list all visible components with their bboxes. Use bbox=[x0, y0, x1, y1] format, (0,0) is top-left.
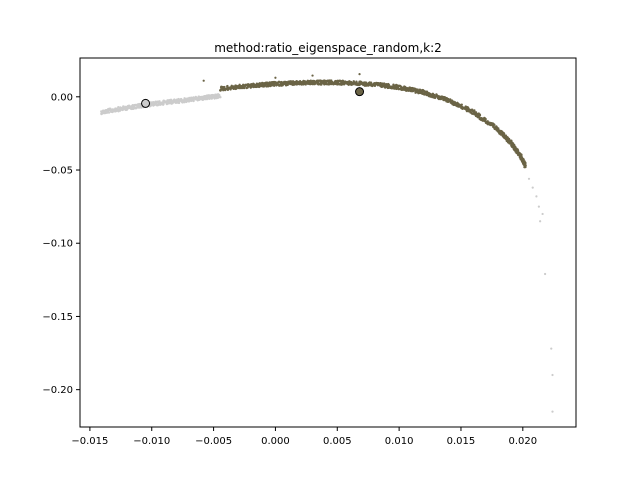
x-tick-label: 0.000 bbox=[261, 436, 290, 447]
data-point bbox=[551, 410, 554, 413]
data-point bbox=[460, 103, 463, 106]
data-point bbox=[539, 220, 542, 223]
data-point bbox=[531, 186, 534, 189]
data-point bbox=[162, 102, 165, 106]
data-point bbox=[380, 85, 384, 88]
x-tick-label: 0.010 bbox=[385, 436, 414, 447]
plot-frame bbox=[79, 57, 577, 428]
data-point bbox=[399, 85, 403, 88]
data-point bbox=[541, 212, 544, 216]
data-point bbox=[524, 164, 527, 167]
data-point bbox=[433, 96, 437, 100]
points-layer bbox=[100, 73, 554, 413]
data-point bbox=[396, 86, 400, 90]
x-axis: −0.015 −0.010 −0.005 0.000 0.005 0.010 0.015 0.… bbox=[71, 427, 537, 447]
data-point bbox=[453, 101, 457, 104]
data-point bbox=[358, 73, 361, 76]
x-tick-label: 0.020 bbox=[508, 436, 537, 447]
x-tick-label: −0.005 bbox=[195, 436, 232, 447]
data-point bbox=[550, 347, 553, 350]
chart-title: method:ratio_eigenspace_random,k:2 bbox=[214, 41, 442, 55]
data-point bbox=[473, 109, 476, 112]
data-point bbox=[478, 114, 482, 117]
data-point bbox=[454, 103, 457, 107]
data-point bbox=[202, 79, 205, 82]
data-point bbox=[241, 83, 245, 87]
y-axis: 0.00 −0.05 −0.10 −0.15 −0.20 bbox=[42, 92, 80, 396]
data-point bbox=[537, 205, 540, 208]
data-point bbox=[121, 108, 124, 112]
highlighted-point-1 bbox=[141, 98, 151, 108]
x-tick-label: −0.010 bbox=[133, 436, 170, 447]
y-tick-label: −0.05 bbox=[42, 166, 73, 177]
data-point bbox=[107, 111, 111, 114]
data-point bbox=[117, 106, 120, 109]
x-tick-label: −0.015 bbox=[71, 436, 108, 447]
data-point bbox=[361, 81, 365, 85]
data-point bbox=[414, 87, 417, 91]
data-point bbox=[263, 85, 266, 88]
data-point bbox=[272, 84, 276, 87]
data-point bbox=[219, 96, 222, 99]
data-point bbox=[475, 113, 479, 117]
data-point bbox=[543, 272, 547, 276]
data-point bbox=[192, 99, 195, 103]
data-point bbox=[311, 74, 314, 77]
x-tick-label: 0.015 bbox=[447, 436, 476, 447]
highlight-layer bbox=[141, 87, 365, 108]
data-point bbox=[524, 162, 527, 165]
data-point bbox=[341, 80, 345, 83]
data-point bbox=[218, 93, 221, 97]
x-tick-label: 0.005 bbox=[323, 436, 352, 447]
data-point bbox=[226, 84, 229, 88]
data-point bbox=[484, 118, 487, 121]
data-point bbox=[535, 195, 538, 198]
data-point bbox=[169, 99, 173, 102]
data-point bbox=[314, 82, 317, 85]
data-point bbox=[551, 373, 554, 377]
data-point bbox=[115, 107, 118, 110]
data-point bbox=[250, 83, 253, 86]
highlighted-point-2 bbox=[355, 87, 365, 97]
data-point bbox=[194, 95, 198, 99]
y-tick-label: −0.15 bbox=[42, 312, 73, 323]
data-point bbox=[432, 94, 436, 97]
y-tick-label: −0.20 bbox=[42, 385, 73, 396]
data-point bbox=[212, 94, 215, 97]
series-1 bbox=[100, 93, 554, 413]
data-point bbox=[274, 76, 277, 79]
y-tick-label: −0.10 bbox=[42, 239, 73, 250]
data-point bbox=[369, 81, 373, 84]
data-point bbox=[421, 89, 424, 93]
data-point bbox=[320, 83, 323, 86]
series-2 bbox=[202, 73, 527, 169]
data-point bbox=[219, 88, 223, 92]
data-point bbox=[527, 177, 531, 180]
data-point bbox=[258, 82, 262, 85]
data-point bbox=[412, 89, 415, 93]
y-tick-label: 0.00 bbox=[51, 92, 73, 103]
data-point bbox=[493, 123, 496, 127]
